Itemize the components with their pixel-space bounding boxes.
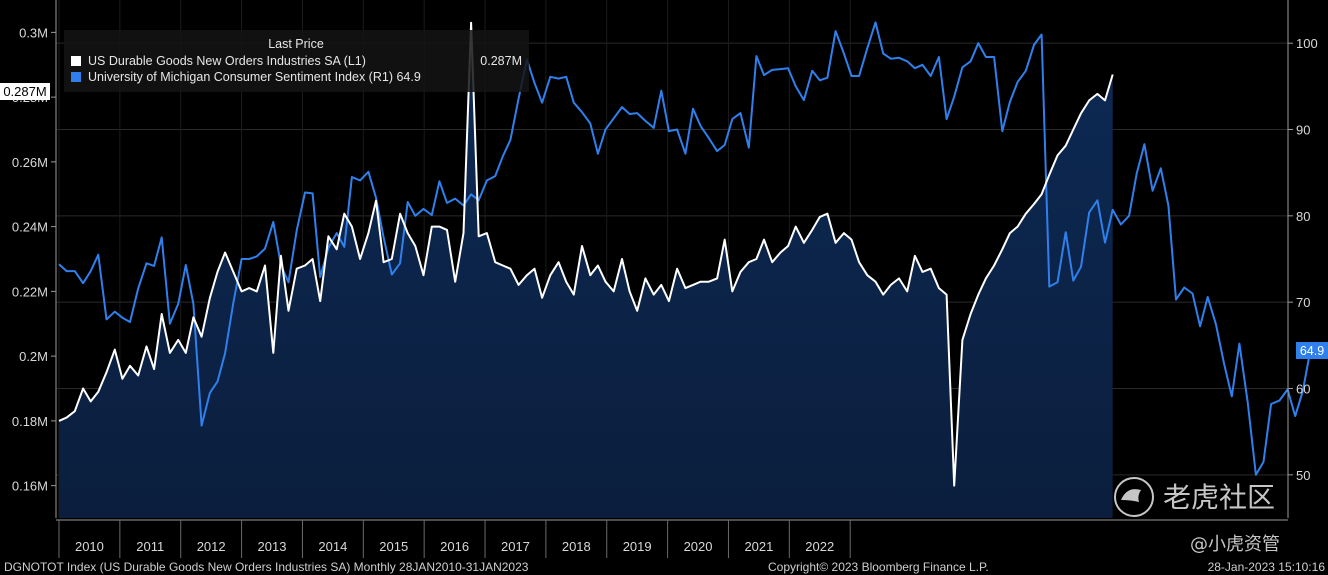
left-tick-label-4: 0.24M [12,220,48,235]
right-tick-label-4: 90 [1296,123,1310,138]
footer-source: DGNOTOT Index (US Durable Goods New Orde… [4,560,529,574]
x-axis-band [56,520,1288,558]
legend-label-sentiment: University of Michigan Consumer Sentimen… [88,70,421,84]
right-tick-label-3: 80 [1296,209,1310,224]
sentiment-line [58,21,1313,476]
right-last-value-badge: 64.9 [1296,342,1328,359]
year-label-2022: 2022 [805,539,834,554]
right-axis: 50 60 70 80 90 100 [1287,0,1318,518]
year-label-2011: 2011 [136,539,164,554]
year-label-2016: 2016 [440,539,469,554]
watermark: 老虎社区 @小虎资管 [1114,477,1280,555]
area-layer [59,22,1113,518]
left-tick-label-7: 0.3M [19,25,48,40]
tiger-logo-mark [1121,489,1141,502]
footer-copyright: Copyright© 2023 Bloomberg Finance L.P. [768,560,989,574]
watermark-brand: 老虎社区 [1163,481,1275,514]
left-tick-label-1: 0.18M [12,414,48,429]
x-axis: 2010 2011 2012 2013 2014 2015 2016 2017 2018 2019… [56,519,1288,558]
right-tick-label-5: 100 [1296,36,1318,51]
left-last-value-label: 0.287M [3,84,46,99]
legend-background [64,30,529,92]
year-label-2014: 2014 [318,539,347,554]
line-layer [58,21,1313,487]
legend-swatch-durable-goods [71,56,81,66]
right-tick-label-2: 70 [1296,295,1310,310]
right-tick-label-1: 60 [1296,382,1310,397]
year-label-2021: 2021 [744,539,773,554]
left-last-value-badge: 0.287M [0,83,50,100]
watermark-handle: @小虎资管 [1190,534,1280,555]
legend-swatch-sentiment [71,72,81,82]
footer-timestamp: 28-Jan-2023 15:10:16 [1208,560,1326,574]
durable-goods-area [59,22,1113,518]
year-label-2017: 2017 [501,539,530,554]
left-tick-label-3: 0.22M [12,284,48,299]
legend-header: Last Price [268,37,324,51]
year-label-2013: 2013 [258,539,287,554]
year-label-2012: 2012 [197,539,226,554]
legend-label-durable-goods: US Durable Goods New Orders Industries S… [88,54,366,68]
legend: Last Price US Durable Goods New Orders I… [64,30,529,92]
left-tick-label-2: 0.2M [19,349,48,364]
legend-last-durable-goods: 0.287M [480,54,522,68]
year-label-2018: 2018 [562,539,591,554]
year-label-2020: 2020 [684,539,713,554]
durable-goods-line [58,21,1114,487]
left-tick-label-0: 0.16M [12,479,48,494]
right-last-value-label: 64.9 [1300,344,1324,358]
left-tick-label-5: 0.26M [12,155,48,170]
right-tick-label-0: 50 [1296,468,1310,483]
tiger-logo-icon [1114,477,1154,517]
year-label-2010: 2010 [75,539,104,554]
year-label-2019: 2019 [623,539,652,554]
year-label-2015: 2015 [379,539,408,554]
